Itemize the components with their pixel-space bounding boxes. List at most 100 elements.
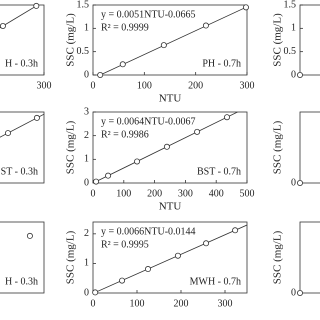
- x-tick-label: 300: [218, 298, 233, 309]
- y-tick-label: 1: [84, 23, 89, 34]
- panel: 0 1 2 0 100 200 300 SSC (mg/L) y = 0.0066NTU-0.0…: [65, 221, 248, 309]
- fit-line: [0, 113, 44, 138]
- x-tick-label: 100: [116, 188, 131, 199]
- data-point: [0, 23, 6, 29]
- y-axis-label: SSC (mg/L): [65, 120, 77, 174]
- panel-label: BST - 0.7h: [197, 166, 241, 177]
- y-tick-label: 1.5: [284, 0, 297, 10]
- r-squared: R² = 0.9995: [101, 239, 149, 250]
- x-tick-label: 0: [91, 188, 96, 199]
- y-tick-label: 2: [84, 130, 89, 141]
- x-tick-label: 300: [178, 188, 193, 199]
- y-tick-label: 3: [84, 106, 89, 117]
- data-point: [33, 2, 40, 9]
- equation: y = 0.0051NTU-0.0665: [101, 9, 196, 20]
- data-point: [26, 232, 33, 239]
- x-tick-label: 300: [240, 80, 255, 91]
- data-point: [203, 240, 210, 247]
- data-point: [296, 72, 303, 79]
- plot-frame: [299, 4, 320, 76]
- plot-frame: [0, 221, 45, 294]
- x-tick-label: 300: [37, 80, 52, 91]
- plot-frame: [92, 4, 248, 76]
- y-tick-label: 0: [84, 287, 89, 298]
- panel: ST - 0.3h: [0, 111, 45, 184]
- data-point: [174, 252, 181, 259]
- r-squared: R² = 0.9986: [101, 129, 149, 140]
- fit-line: [93, 224, 247, 293]
- x-tick-label: 100: [137, 80, 152, 91]
- y-tick-label: 0: [291, 177, 296, 188]
- data-point: [33, 114, 40, 121]
- data-point: [242, 4, 249, 11]
- plot-frame: [0, 111, 45, 184]
- r-squared: R² = 0.9999: [101, 22, 149, 33]
- y-tick-label: 2: [84, 228, 89, 239]
- data-point: [97, 72, 104, 79]
- plot-frame: [92, 221, 248, 294]
- y-tick-label: 0.5: [77, 46, 90, 57]
- panel-label: H - 0.3h: [5, 58, 38, 69]
- plot-frame: [92, 111, 248, 184]
- panel: 0 1 2 3 0 100 200 300 400 500 NTU SSC (mg/L) y = 0.0…: [65, 106, 255, 212]
- y-tick-label: 0: [291, 69, 296, 80]
- data-point: [119, 277, 126, 284]
- x-tick-label: 0: [91, 80, 96, 91]
- y-tick-label: 1: [84, 154, 89, 165]
- y-axis-label: SSC (mg/L): [65, 13, 77, 67]
- x-tick-label: 200: [174, 298, 189, 309]
- x-tick-label: 400: [209, 188, 224, 199]
- data-point: [105, 172, 112, 179]
- x-tick-label: 0: [91, 298, 96, 309]
- plot-frame: [299, 221, 320, 294]
- panel-label: ST - 0.3h: [1, 166, 38, 177]
- x-tick-label: 500: [240, 188, 255, 199]
- data-point: [202, 22, 209, 29]
- data-point: [92, 289, 99, 296]
- data-point: [134, 158, 141, 165]
- y-tick-label: 0: [84, 69, 89, 80]
- data-point: [4, 130, 11, 137]
- data-point: [163, 143, 170, 150]
- panel-label: MWH - 0.7h: [190, 276, 241, 287]
- plot-frame: [299, 111, 320, 184]
- y-axis-label: SSC (mg/L): [65, 230, 77, 284]
- panel: 0 SSC (mg/L): [272, 221, 320, 298]
- y-axis-label: SSC (mg/L): [272, 13, 284, 67]
- plot-frame: [0, 4, 45, 76]
- x-tick-label: 100: [130, 298, 145, 309]
- x-tick-label: 200: [147, 188, 162, 199]
- panel-label: PH - 0.7h: [202, 58, 241, 69]
- data-point: [194, 128, 201, 135]
- data-point: [296, 289, 303, 296]
- y-axis-label: SSC (mg/L): [272, 120, 284, 174]
- data-point: [160, 42, 167, 49]
- data-point: [119, 61, 126, 68]
- y-tick-label: 0: [84, 177, 89, 188]
- x-tick-label: 200: [188, 80, 203, 91]
- fit-line: [99, 6, 247, 75]
- data-point: [93, 178, 100, 185]
- panel-label: H - 0.3h: [5, 276, 38, 287]
- x-axis-label: NTU: [159, 93, 182, 105]
- panel: 0 SSC (mg/L): [272, 111, 320, 188]
- y-tick-label: 1: [291, 23, 296, 34]
- equation: y = 0.0066NTU-0.0144: [101, 226, 196, 237]
- data-point: [223, 114, 230, 121]
- y-tick-label: 1.5: [77, 0, 90, 10]
- panel: 0 0.5 1 1.5 0 100 200 300 NTU SSC (mg/L) y = 0.005…: [65, 0, 255, 105]
- equation: y = 0.0064NTU-0.0067: [101, 116, 196, 127]
- data-point: [144, 266, 151, 273]
- y-tick-label: 0.5: [284, 46, 297, 57]
- y-tick-label: 0: [291, 287, 296, 298]
- fit-line: [93, 112, 239, 183]
- x-axis-label: NTU: [159, 201, 182, 213]
- panel: 300 H - 0.3h: [0, 2, 52, 91]
- y-tick-label: 1: [84, 258, 89, 269]
- panel: H - 0.3h: [0, 221, 45, 294]
- fit-line: [0, 5, 39, 29]
- y-axis-label: SSC (mg/L): [272, 230, 284, 284]
- data-point: [296, 179, 303, 186]
